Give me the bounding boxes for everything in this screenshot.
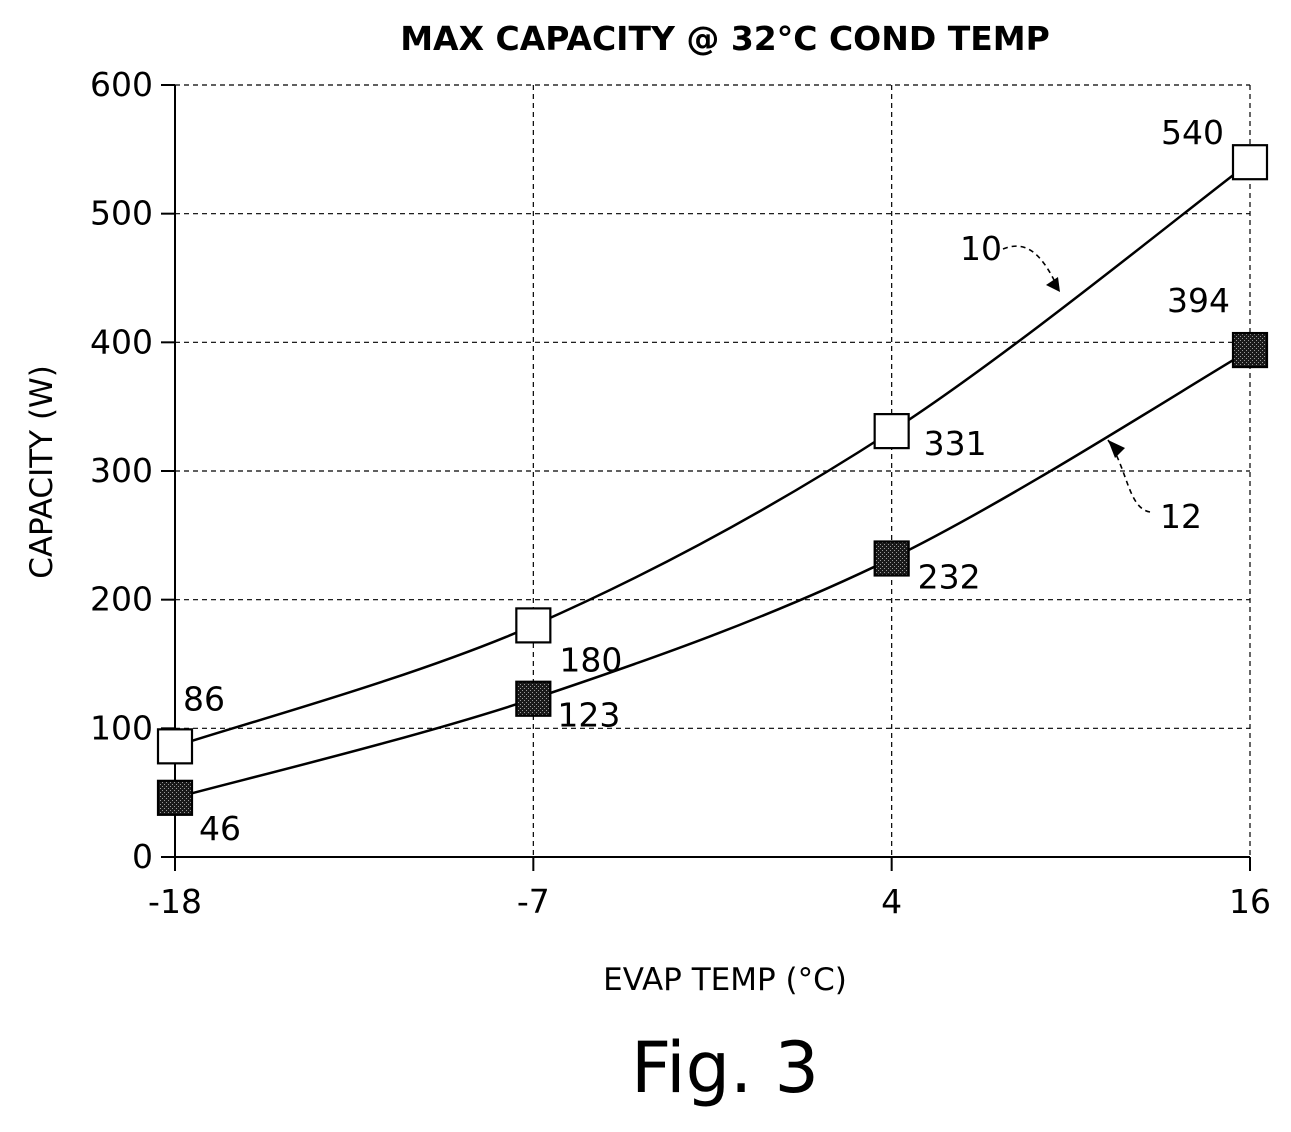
y-tick-label: 100 xyxy=(90,708,153,747)
y-axis-label: CAPACITY (W) xyxy=(24,365,60,579)
x-tick-label: -18 xyxy=(148,882,202,921)
series-12-marker xyxy=(1231,331,1269,369)
series-12-marker xyxy=(873,540,910,577)
y-tick-label: 200 xyxy=(90,580,153,619)
chart-title: MAX CAPACITY @ 32°C COND TEMP xyxy=(400,19,1050,58)
series-12-data-label: 232 xyxy=(918,557,981,596)
series-10-marker xyxy=(1231,144,1269,181)
series-10-data-label: 331 xyxy=(924,424,987,463)
series-10-ref-label: 10 xyxy=(960,229,1002,268)
x-tick-label: 16 xyxy=(1229,882,1271,921)
series-12-ref-label: 12 xyxy=(1160,497,1202,536)
y-tick-label: 0 xyxy=(132,837,153,876)
series-10-leader xyxy=(1002,245,1061,293)
axes xyxy=(161,84,1251,871)
figure-label: Fig. 3 xyxy=(631,1027,819,1109)
series-12-data-label: 46 xyxy=(199,809,241,848)
series-10-data-label: 540 xyxy=(1161,113,1224,152)
series-10-marker xyxy=(873,413,910,450)
x-tick-label: 4 xyxy=(881,882,902,921)
series-10-marker xyxy=(156,728,194,765)
series-12-leader xyxy=(1107,439,1151,513)
series xyxy=(156,144,1269,816)
series-12-data-label: 123 xyxy=(557,696,620,735)
series-10-line xyxy=(174,161,1251,748)
grid xyxy=(175,84,1251,857)
series-12-line xyxy=(174,348,1251,800)
y-tick-label: 300 xyxy=(90,451,153,490)
series-10-data-label: 86 xyxy=(183,679,225,718)
y-tick-label: 400 xyxy=(90,322,153,361)
x-tick-labels: -18 -7 4 16 xyxy=(148,882,1271,921)
y-tick-label: 600 xyxy=(90,65,153,104)
series-12-marker xyxy=(515,680,552,717)
series-10-data-label: 180 xyxy=(559,640,622,679)
x-axis-label: EVAP TEMP (°C) xyxy=(603,962,847,998)
series-10-marker xyxy=(515,607,552,644)
y-tick-labels: 0 100 200 300 400 500 600 xyxy=(90,65,153,876)
x-tick-label: -7 xyxy=(517,882,550,921)
data-labels: 86 180 331 540 46 123 232 394 xyxy=(183,113,1230,848)
y-tick-label: 500 xyxy=(90,194,153,233)
series-12-data-label: 394 xyxy=(1167,281,1230,320)
series-12-marker xyxy=(156,779,194,816)
